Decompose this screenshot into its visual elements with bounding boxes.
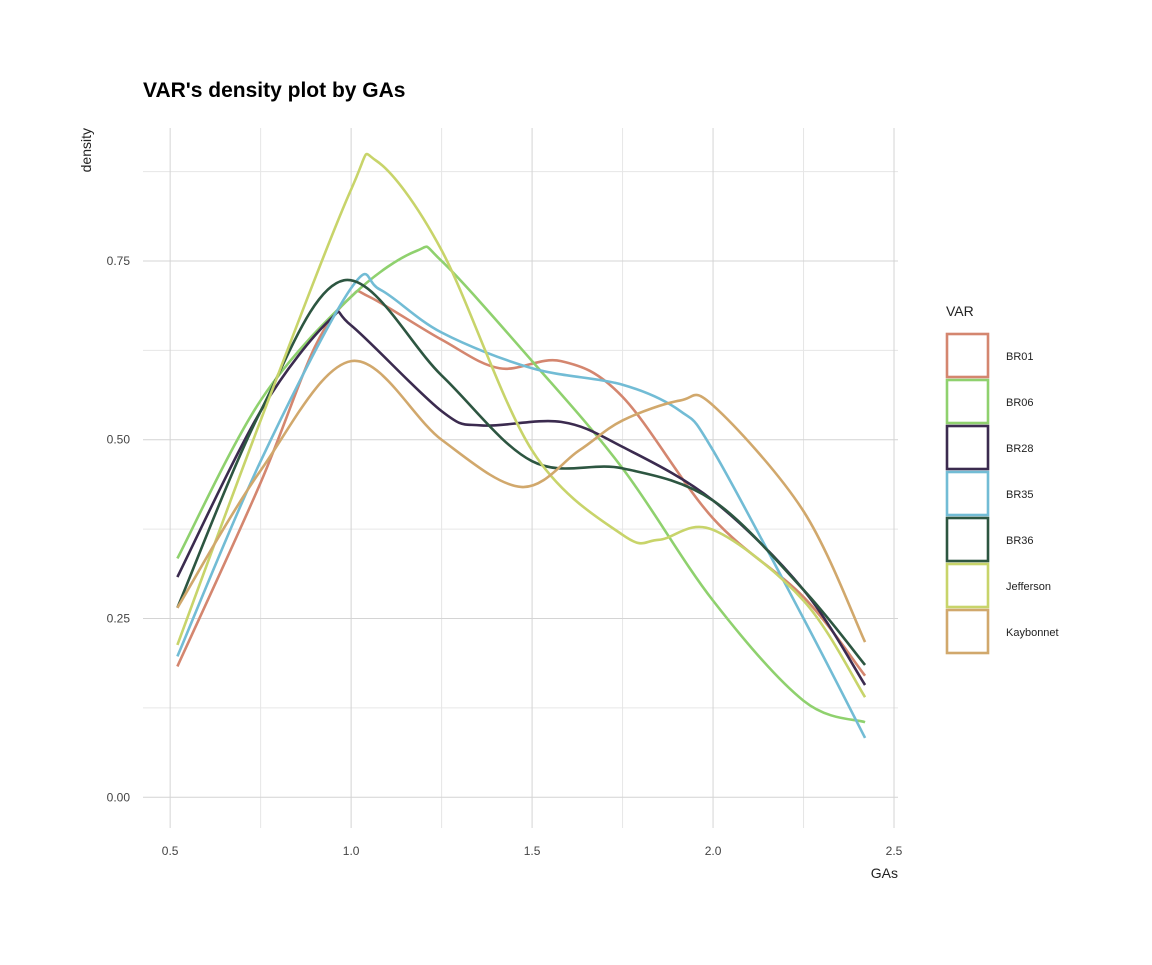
x-tick-label: 2.5 (886, 844, 903, 858)
legend-label: BR28 (1006, 443, 1034, 455)
legend-key-br06 (945, 378, 990, 425)
legend-label: Jefferson (1006, 581, 1051, 593)
x-tick-label: 1.5 (524, 844, 541, 858)
y-axis-label: density (78, 128, 94, 172)
legend-label: BR35 (1006, 489, 1034, 501)
x-tick-label: 0.5 (162, 844, 179, 858)
x-tick-label: 1.0 (343, 844, 360, 858)
legend-key-kaybonnet (945, 608, 990, 655)
grid (143, 128, 898, 828)
legend-key-jefferson (945, 562, 990, 609)
chart-title: VAR's density plot by GAs (143, 79, 405, 102)
x-axis-label: GAs (871, 865, 898, 881)
legend-title: VAR (946, 303, 974, 319)
y-tick-label: 0.50 (107, 433, 131, 447)
density-line-br06 (176, 245, 866, 724)
legend: VAR BR01 BR06 BR28 BR35 BR36 Jefferson Kaybonn… (945, 303, 1059, 655)
legend-key-br28 (945, 424, 990, 471)
legend-key-br01 (945, 332, 990, 379)
density-line-jefferson (176, 152, 867, 698)
legend-key-br35 (945, 470, 990, 517)
x-tick-label: 2.0 (705, 844, 722, 858)
series-lines (176, 152, 867, 739)
y-tick-label: 0.75 (107, 254, 131, 268)
y-tick-label: 0.00 (107, 790, 131, 804)
legend-label: Kaybonnet (1006, 627, 1059, 639)
legend-label: BR36 (1006, 535, 1034, 547)
density-line-kaybonnet (176, 359, 867, 643)
y-tick-label: 0.25 (107, 612, 131, 626)
legend-label: BR01 (1006, 351, 1034, 363)
axes: 0.5 1.0 1.5 2.0 2.5 0.00 0.25 0.50 0.75 (107, 254, 903, 858)
density-line-br36 (176, 278, 867, 666)
density-line-br35 (176, 272, 867, 739)
density-line-br01 (176, 289, 867, 677)
legend-label: BR06 (1006, 397, 1034, 409)
legend-key-br36 (945, 516, 990, 563)
